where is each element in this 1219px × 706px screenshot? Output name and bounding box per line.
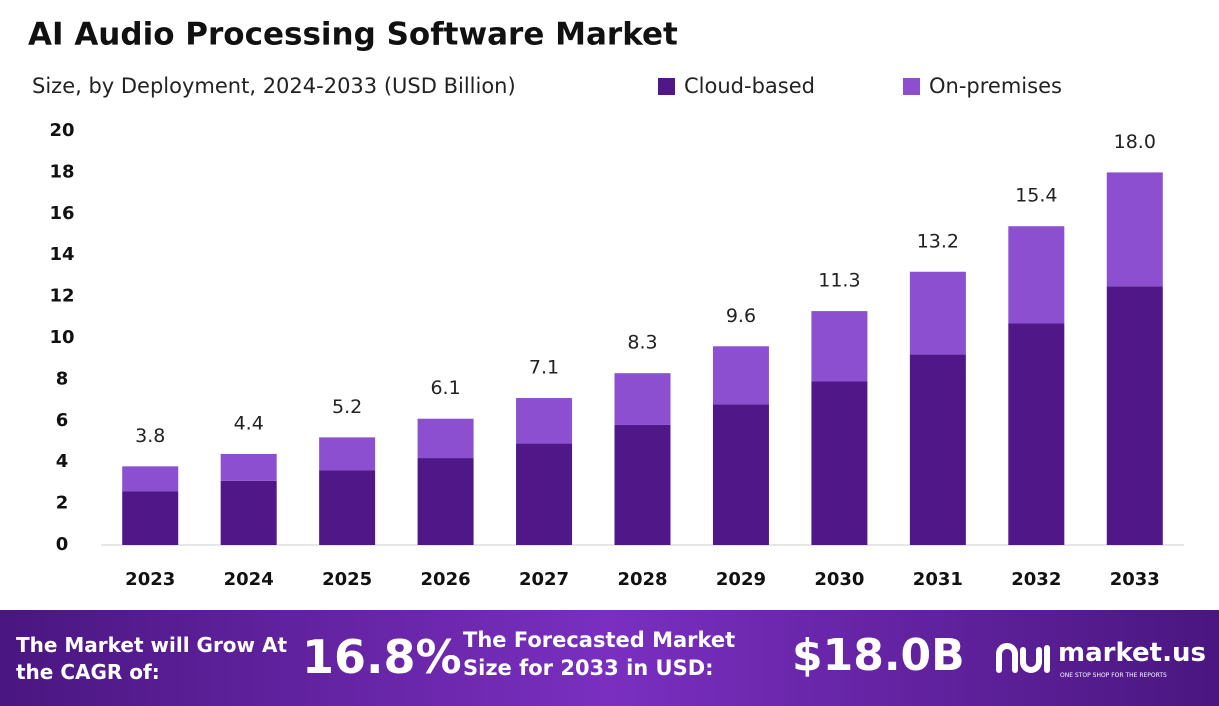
y-tick-label: 8 bbox=[56, 368, 69, 389]
brand: market.us bbox=[1058, 638, 1206, 668]
bar-segment bbox=[319, 437, 376, 471]
chart: AI Audio Processing Software Market Size… bbox=[28, 17, 1184, 590]
bar-segment bbox=[909, 271, 966, 355]
total-label: 5.2 bbox=[332, 396, 362, 418]
bar-segment bbox=[614, 424, 671, 545]
legend-swatch bbox=[903, 78, 920, 95]
total-label: 3.8 bbox=[135, 425, 165, 447]
chart-title: AI Audio Processing Software Market bbox=[28, 17, 678, 53]
bar-segment bbox=[1008, 323, 1065, 545]
bar-segment bbox=[417, 418, 474, 459]
x-tick-label: 2030 bbox=[814, 569, 864, 590]
footer: The Market will Grow At the CAGR of: 16.… bbox=[0, 610, 1219, 706]
cagr-value: 16.8% bbox=[302, 630, 462, 684]
bar-segment bbox=[1106, 286, 1163, 545]
y-tick-label: 2 bbox=[56, 493, 69, 514]
bar-segment bbox=[1106, 172, 1163, 287]
brand-logo bbox=[996, 643, 1050, 673]
y-tick-label: 18 bbox=[49, 161, 74, 182]
bar-segment bbox=[712, 404, 769, 545]
legend-swatch bbox=[658, 78, 675, 95]
y-tick-label: 12 bbox=[49, 286, 74, 307]
y-tick-label: 6 bbox=[56, 410, 69, 431]
total-label: 11.3 bbox=[818, 270, 860, 292]
x-tick-label: 2024 bbox=[224, 569, 274, 590]
x-tick-label: 2025 bbox=[322, 569, 372, 590]
total-label: 7.1 bbox=[529, 357, 559, 379]
x-tick-label: 2028 bbox=[617, 569, 667, 590]
cagr-text: The Market will Grow At the CAGR of: bbox=[16, 633, 288, 684]
total-label: 18.0 bbox=[1114, 131, 1156, 153]
bar-segment bbox=[122, 466, 179, 492]
forecast-value: $18.0B bbox=[792, 630, 965, 681]
y-tick-label: 10 bbox=[49, 327, 74, 348]
y-tick-label: 14 bbox=[49, 244, 74, 265]
bar-segment bbox=[614, 373, 671, 425]
y-tick-label: 16 bbox=[49, 203, 74, 224]
bar-segment bbox=[909, 354, 966, 545]
x-tick-label: 2031 bbox=[913, 569, 963, 590]
total-label: 8.3 bbox=[627, 332, 657, 354]
x-tick-label: 2033 bbox=[1110, 569, 1160, 590]
bar-segment bbox=[811, 381, 868, 545]
y-tick-label: 20 bbox=[49, 120, 74, 141]
total-label: 15.4 bbox=[1015, 185, 1057, 207]
total-label: 13.2 bbox=[917, 230, 959, 252]
bar-segment bbox=[220, 453, 277, 481]
y-tick-label: 4 bbox=[56, 451, 69, 472]
legend-label: Cloud-based bbox=[684, 74, 815, 98]
total-label: 6.1 bbox=[430, 377, 460, 399]
bar-segment bbox=[811, 311, 868, 382]
total-label: 9.6 bbox=[726, 305, 756, 327]
x-tick-label: 2032 bbox=[1011, 569, 1061, 590]
bar-segment bbox=[122, 491, 179, 545]
total-label: 4.4 bbox=[234, 412, 264, 434]
bar-segment bbox=[319, 470, 376, 545]
tagline: ONE STOP SHOP FOR THE REPORTS bbox=[1060, 672, 1167, 679]
x-tick-label: 2027 bbox=[519, 569, 569, 590]
bar-segment bbox=[712, 346, 769, 405]
y-tick-label: 0 bbox=[56, 534, 69, 555]
x-tick-label: 2026 bbox=[421, 569, 471, 590]
bar-segment bbox=[220, 480, 277, 545]
bar-segment bbox=[417, 458, 474, 545]
x-tick-label: 2029 bbox=[716, 569, 766, 590]
bar-segment bbox=[1008, 226, 1065, 324]
x-tick-label: 2023 bbox=[125, 569, 175, 590]
forecast-text: The Forecasted Market Size for 2033 in U… bbox=[463, 628, 736, 680]
bar-segment bbox=[516, 443, 573, 545]
bar-segment bbox=[516, 398, 573, 444]
legend-label: On-premises bbox=[929, 74, 1062, 98]
chart-subtitle: Size, by Deployment, 2024-2033 (USD Bill… bbox=[32, 74, 516, 98]
